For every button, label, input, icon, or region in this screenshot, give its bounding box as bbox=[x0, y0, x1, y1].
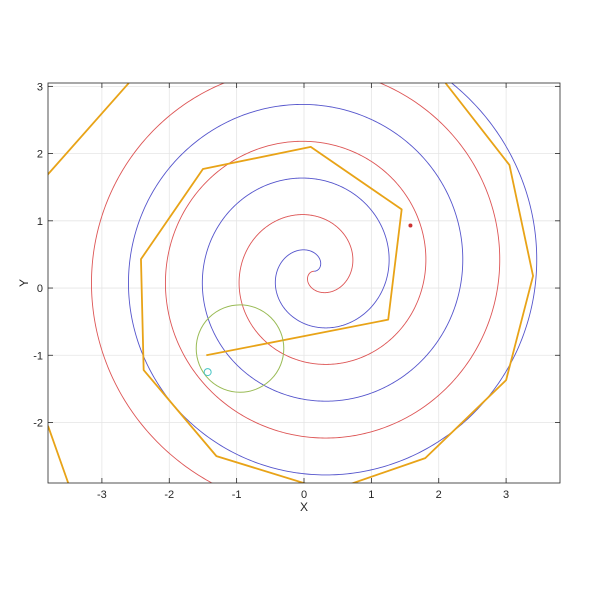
polyline-series-line bbox=[140, 145, 403, 483]
red_spiral-series-line bbox=[91, 83, 501, 483]
tick-layer: -3 -2 -1 0 1 2 3 -2 -1 0 1 2 3 bbox=[33, 81, 560, 501]
x-tick-label: -2 bbox=[164, 489, 174, 501]
y-axis-label: Y bbox=[17, 279, 31, 287]
grid-layer bbox=[48, 83, 560, 483]
polyline-series-line bbox=[48, 83, 130, 176]
y-tick-label: 1 bbox=[37, 216, 43, 228]
y-tick-label: -2 bbox=[33, 417, 43, 429]
marker-point bbox=[203, 368, 212, 377]
y-tick-label: 0 bbox=[37, 283, 43, 295]
circle-series-line bbox=[195, 304, 285, 393]
point-point bbox=[408, 223, 413, 228]
y-tick-label: -1 bbox=[33, 350, 43, 362]
polyline-series-line bbox=[350, 83, 534, 483]
x-tick-label: 1 bbox=[368, 489, 374, 501]
series-layer bbox=[48, 83, 538, 483]
polyline-series-line bbox=[48, 425, 70, 483]
x-tick-label: -1 bbox=[232, 489, 242, 501]
x-tick-label: -3 bbox=[97, 489, 107, 501]
y-tick-label: 3 bbox=[37, 81, 43, 93]
blue_spiral-series-line bbox=[128, 83, 538, 476]
x-tick-label: 2 bbox=[436, 489, 442, 501]
x-tick-label: 0 bbox=[301, 489, 307, 501]
x-tick-label: 3 bbox=[503, 489, 509, 501]
x-axis-label: X bbox=[300, 500, 308, 514]
y-tick-label: 2 bbox=[37, 149, 43, 161]
